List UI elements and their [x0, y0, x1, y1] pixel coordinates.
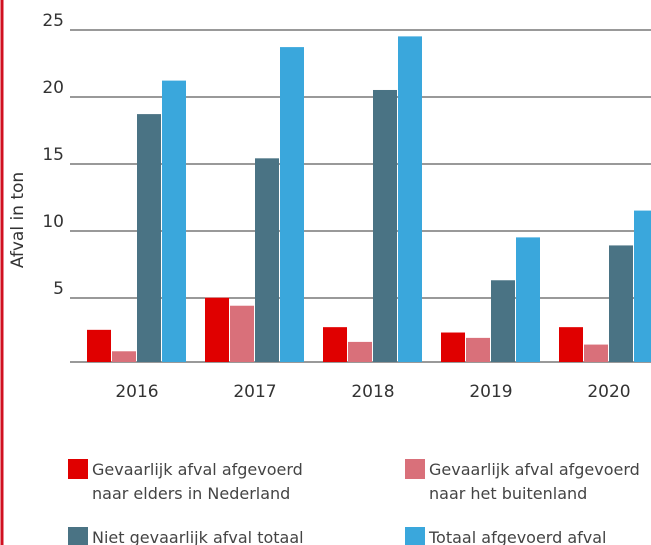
legend-swatch: [68, 459, 88, 479]
legend-item: Gevaarlijk afval afgevoerd naar elders i…: [68, 458, 332, 506]
bar: [280, 47, 304, 362]
legend-label: Totaal afgevoerd afval: [429, 528, 607, 545]
bar: [137, 114, 161, 362]
y-axis-title: Afval in ton: [8, 172, 28, 268]
legend-swatch: [68, 527, 88, 545]
y-tick-label: 25: [42, 11, 64, 31]
y-tick-label: 5: [53, 279, 64, 299]
bar: [559, 327, 583, 362]
bar: [466, 337, 490, 362]
legend-label: Niet gevaarlijk afval totaal: [92, 528, 304, 545]
legend-item: Gevaarlijk afval afgevoerd naar het buit…: [405, 458, 651, 506]
y-tick-label: 15: [42, 145, 64, 165]
bar: [162, 80, 186, 362]
x-tick-label: 2016: [115, 382, 158, 402]
bar: [441, 332, 465, 362]
bar: [584, 344, 608, 362]
bar: [491, 280, 515, 362]
legend-swatch: [405, 527, 425, 545]
x-tick-label: 2020: [587, 382, 630, 402]
bar: [230, 305, 254, 362]
y-tick-label: 10: [42, 212, 64, 232]
bar: [373, 89, 397, 362]
legend-label: Gevaarlijk afval afgevoerd naar het buit…: [429, 460, 640, 503]
legend-item: Totaal afgevoerd afval: [405, 526, 651, 545]
bar: [348, 341, 372, 362]
bar: [609, 245, 633, 362]
legend-item: Niet gevaarlijk afval totaal: [68, 526, 332, 545]
bar: [87, 329, 111, 362]
bar: [205, 297, 229, 362]
bar: [112, 351, 136, 362]
legend-label: Gevaarlijk afval afgevoerd naar elders i…: [92, 460, 303, 503]
bar: [634, 210, 651, 362]
x-tick-label: 2018: [351, 382, 394, 402]
bar: [516, 237, 540, 362]
x-tick-label: 2019: [469, 382, 512, 402]
legend-swatch: [405, 459, 425, 479]
bar: [255, 158, 279, 362]
x-tick-label: 2017: [233, 382, 276, 402]
bar: [398, 36, 422, 362]
bar: [323, 327, 347, 362]
y-tick-label: 20: [42, 78, 64, 98]
